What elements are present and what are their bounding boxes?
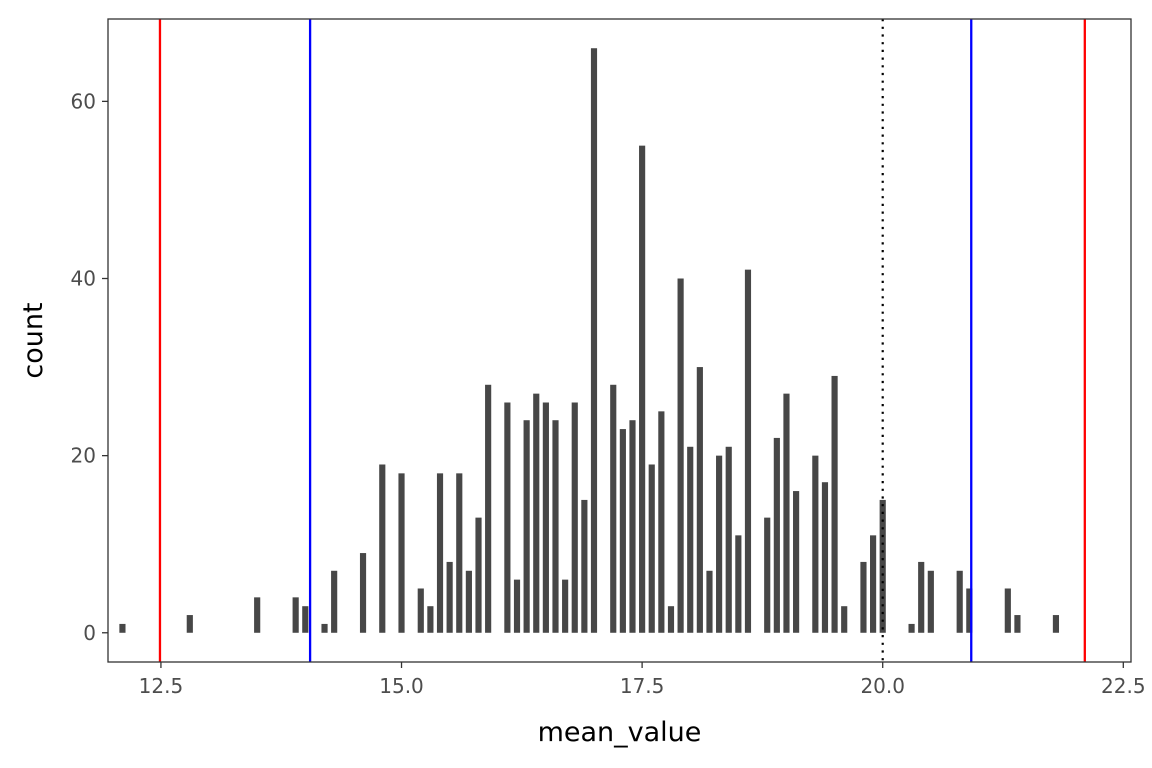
histogram-bar — [744, 269, 752, 633]
histogram-bar — [398, 473, 405, 633]
x-axis-title: mean_value — [538, 717, 702, 748]
histogram-bar — [793, 491, 800, 633]
histogram-bar — [186, 615, 193, 633]
histogram-bar — [860, 561, 867, 633]
histogram-bar — [908, 623, 915, 633]
histogram-bar — [1004, 588, 1011, 633]
histogram-bar — [475, 517, 482, 633]
histogram-bar — [504, 402, 511, 633]
x-tick-label: 15.0 — [379, 674, 424, 698]
histogram-bar — [870, 535, 877, 633]
histogram-bar — [667, 606, 675, 633]
histogram-bar — [292, 597, 299, 633]
y-tick-label: 60 — [71, 89, 96, 113]
histogram-bar — [831, 375, 838, 633]
x-tick-label: 22.5 — [1101, 674, 1146, 698]
histogram-bar — [658, 411, 665, 633]
histogram-bar — [533, 393, 540, 633]
histogram-bar — [1014, 615, 1021, 633]
histogram-bar — [562, 579, 569, 633]
y-tick-label: 20 — [71, 444, 96, 468]
reference-lines-group — [158, 19, 1086, 662]
histogram-bar — [254, 597, 261, 633]
histogram-bar — [716, 455, 723, 633]
histogram-bar — [725, 446, 732, 633]
histogram-bar — [571, 402, 578, 633]
histogram-bar — [783, 393, 790, 633]
histogram-bar — [359, 553, 367, 633]
histogram-bar — [927, 570, 934, 633]
x-tick-label: 20.0 — [860, 674, 905, 698]
histogram-bar — [687, 446, 694, 633]
histogram-bar — [812, 455, 819, 633]
histogram-bar — [427, 606, 434, 633]
histogram-bar — [542, 402, 549, 633]
y-tick-label: 40 — [71, 267, 96, 291]
bars-group — [119, 48, 1060, 633]
histogram-bar — [417, 588, 424, 633]
x-axis: 12.5 15.0 17.5 20.0 22.5 — [139, 662, 1146, 698]
histogram-bar — [523, 420, 530, 633]
histogram-bar — [456, 473, 463, 633]
histogram-bar — [302, 606, 309, 633]
histogram-bar — [331, 570, 338, 633]
histogram-bar — [513, 579, 521, 633]
x-tick-label: 12.5 — [139, 674, 184, 698]
histogram-bar — [629, 420, 636, 633]
histogram-bar — [436, 473, 444, 633]
histogram-bar — [773, 437, 780, 633]
histogram-bar — [648, 464, 655, 633]
histogram-bar — [706, 570, 713, 633]
histogram-bar — [677, 278, 684, 633]
histogram-bar — [966, 588, 973, 633]
histogram-bar — [821, 482, 829, 633]
panel-border — [107, 18, 1132, 663]
histogram-bar — [735, 535, 742, 633]
histogram-bar — [610, 384, 617, 633]
y-tick-label: 0 — [83, 621, 96, 645]
histogram-bar — [918, 561, 925, 633]
histogram-bar — [956, 570, 963, 633]
histogram-bar — [485, 384, 492, 633]
histogram-bar — [552, 420, 559, 633]
histogram-bar — [446, 561, 453, 633]
histogram-bar — [764, 517, 771, 633]
y-axis: 0 20 40 60 — [71, 89, 108, 645]
histogram-bar — [321, 623, 328, 633]
histogram-bar — [696, 367, 703, 633]
histogram-bar — [465, 570, 472, 633]
histogram-bar — [379, 464, 386, 633]
histogram-bar — [119, 623, 126, 633]
y-axis-title: count — [18, 302, 49, 378]
x-tick-label: 17.5 — [620, 674, 665, 698]
histogram-bar — [639, 145, 646, 633]
histogram-bar — [1052, 615, 1060, 633]
histogram-bar — [619, 429, 626, 633]
histogram-bar — [841, 606, 848, 633]
histogram-bar — [581, 499, 588, 633]
histogram-bar — [590, 48, 598, 633]
